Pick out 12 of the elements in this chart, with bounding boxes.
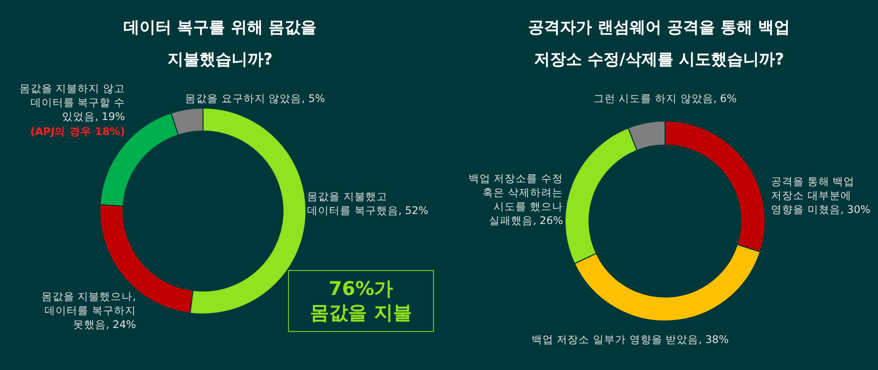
slice-label: 백업 저장소 일부가 영향을 받았음, 38% (531, 334, 729, 346)
text: (APJ의 경우 18%) (30, 125, 125, 139)
slice-label: 몸값을 지불했으나, 데이터를 복구하지 못했음, 24% (41, 291, 136, 331)
slice-label: 공격을 통해 백업 저장소 대부분에 영향을 미쳤음, 30% (771, 176, 870, 216)
chart-title: 데이터 복구를 위해 몸값을 지불했습니까? (124, 18, 316, 68)
slice-label: 몸값을 요구하지 않았음, 5% (185, 93, 326, 105)
text: 76%가 몸값을 지불 (288, 270, 434, 332)
slice-label: 몸값을 지불하지 않고 데이터를 복구할 수 있었음, 19% (19, 83, 126, 123)
slice-label: 백업 저장소를 수정 혹은 삭제하려는 시도를 했으나 실패했음, 26% (468, 173, 564, 227)
chart-title: 공격자가 랜섬웨어 공격을 통해 백업 저장소 수정/삭제를 시도했습니까? (528, 18, 790, 68)
slice-label: 그런 시도를 하지 않았음, 6% (593, 93, 737, 105)
slice-label: 몸값을 지불했고 데이터를 복구했음, 52% (307, 191, 428, 217)
